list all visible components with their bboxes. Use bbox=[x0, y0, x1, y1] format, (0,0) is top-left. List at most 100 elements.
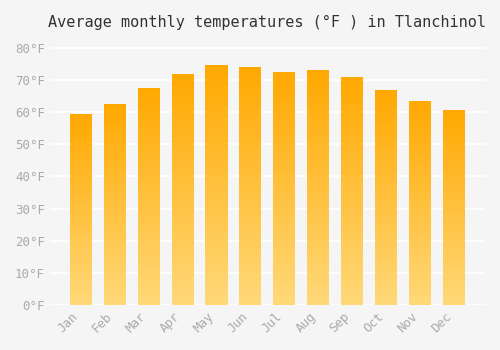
Bar bbox=[342, 186, 363, 189]
Bar bbox=[274, 140, 295, 142]
Bar bbox=[138, 107, 160, 110]
Bar bbox=[172, 180, 194, 182]
Bar bbox=[274, 137, 295, 140]
Bar bbox=[342, 266, 363, 268]
Bar bbox=[172, 250, 194, 252]
Bar bbox=[443, 282, 465, 284]
Bar bbox=[443, 245, 465, 247]
Bar bbox=[375, 273, 398, 275]
Bar bbox=[342, 166, 363, 168]
Bar bbox=[308, 265, 330, 267]
Bar bbox=[138, 296, 160, 299]
Bar bbox=[104, 164, 126, 166]
Bar bbox=[240, 212, 262, 215]
Bar bbox=[274, 195, 295, 198]
Bar bbox=[409, 164, 432, 166]
Bar bbox=[70, 292, 92, 294]
Bar bbox=[104, 174, 126, 176]
Bar bbox=[274, 142, 295, 144]
Bar bbox=[206, 188, 228, 190]
Bar bbox=[409, 133, 432, 135]
Bar bbox=[409, 101, 432, 103]
Bar bbox=[342, 79, 363, 81]
Bar bbox=[342, 278, 363, 280]
Bar bbox=[138, 303, 160, 305]
Bar bbox=[308, 169, 330, 171]
Bar bbox=[138, 90, 160, 92]
Bar bbox=[342, 198, 363, 200]
Bar bbox=[274, 202, 295, 205]
Bar bbox=[206, 255, 228, 257]
Bar bbox=[206, 116, 228, 118]
Bar bbox=[409, 111, 432, 113]
Bar bbox=[138, 145, 160, 147]
Bar bbox=[138, 207, 160, 210]
Bar bbox=[104, 249, 126, 251]
Bar bbox=[443, 165, 465, 167]
Bar bbox=[308, 167, 330, 169]
Bar bbox=[443, 280, 465, 282]
Bar bbox=[240, 98, 262, 100]
Bar bbox=[375, 111, 398, 113]
Bar bbox=[375, 230, 398, 232]
Bar bbox=[308, 178, 330, 181]
Bar bbox=[104, 150, 126, 152]
Bar bbox=[308, 206, 330, 209]
Bar bbox=[138, 288, 160, 290]
Bar bbox=[240, 174, 262, 176]
Bar bbox=[342, 294, 363, 296]
Bar bbox=[70, 276, 92, 278]
Bar bbox=[138, 173, 160, 175]
Bar bbox=[308, 241, 330, 244]
Bar bbox=[172, 289, 194, 291]
Bar bbox=[443, 198, 465, 200]
Bar bbox=[409, 138, 432, 140]
Bar bbox=[443, 144, 465, 146]
Bar bbox=[104, 211, 126, 212]
Bar bbox=[409, 117, 432, 119]
Bar bbox=[240, 219, 262, 222]
Bar bbox=[274, 158, 295, 161]
Bar bbox=[409, 260, 432, 262]
Bar bbox=[138, 238, 160, 240]
Bar bbox=[240, 217, 262, 219]
Bar bbox=[443, 225, 465, 227]
Bar bbox=[342, 255, 363, 257]
Bar bbox=[104, 170, 126, 173]
Bar bbox=[375, 176, 398, 178]
Bar bbox=[240, 67, 262, 69]
Bar bbox=[342, 239, 363, 241]
Bar bbox=[274, 240, 295, 242]
Bar bbox=[172, 88, 194, 90]
Bar bbox=[375, 266, 398, 268]
Bar bbox=[274, 81, 295, 84]
Bar bbox=[375, 303, 398, 305]
Bar bbox=[172, 263, 194, 266]
Bar bbox=[70, 167, 92, 169]
Bar bbox=[70, 154, 92, 156]
Bar bbox=[308, 253, 330, 256]
Bar bbox=[206, 128, 228, 130]
Bar bbox=[308, 153, 330, 155]
Bar bbox=[138, 183, 160, 186]
Bar bbox=[138, 246, 160, 248]
Bar bbox=[342, 234, 363, 237]
Bar bbox=[409, 132, 432, 133]
Bar bbox=[274, 282, 295, 284]
Bar bbox=[409, 262, 432, 264]
Bar bbox=[240, 119, 262, 122]
Bar bbox=[70, 127, 92, 129]
Bar bbox=[274, 193, 295, 195]
Bar bbox=[274, 298, 295, 300]
Bar bbox=[375, 232, 398, 234]
Bar bbox=[342, 220, 363, 223]
Bar bbox=[274, 191, 295, 193]
Bar bbox=[172, 229, 194, 231]
Bar bbox=[274, 179, 295, 181]
Bar bbox=[443, 274, 465, 276]
Bar bbox=[104, 162, 126, 164]
Bar bbox=[240, 117, 262, 119]
Bar bbox=[70, 204, 92, 205]
Bar bbox=[409, 211, 432, 213]
Bar bbox=[443, 251, 465, 252]
